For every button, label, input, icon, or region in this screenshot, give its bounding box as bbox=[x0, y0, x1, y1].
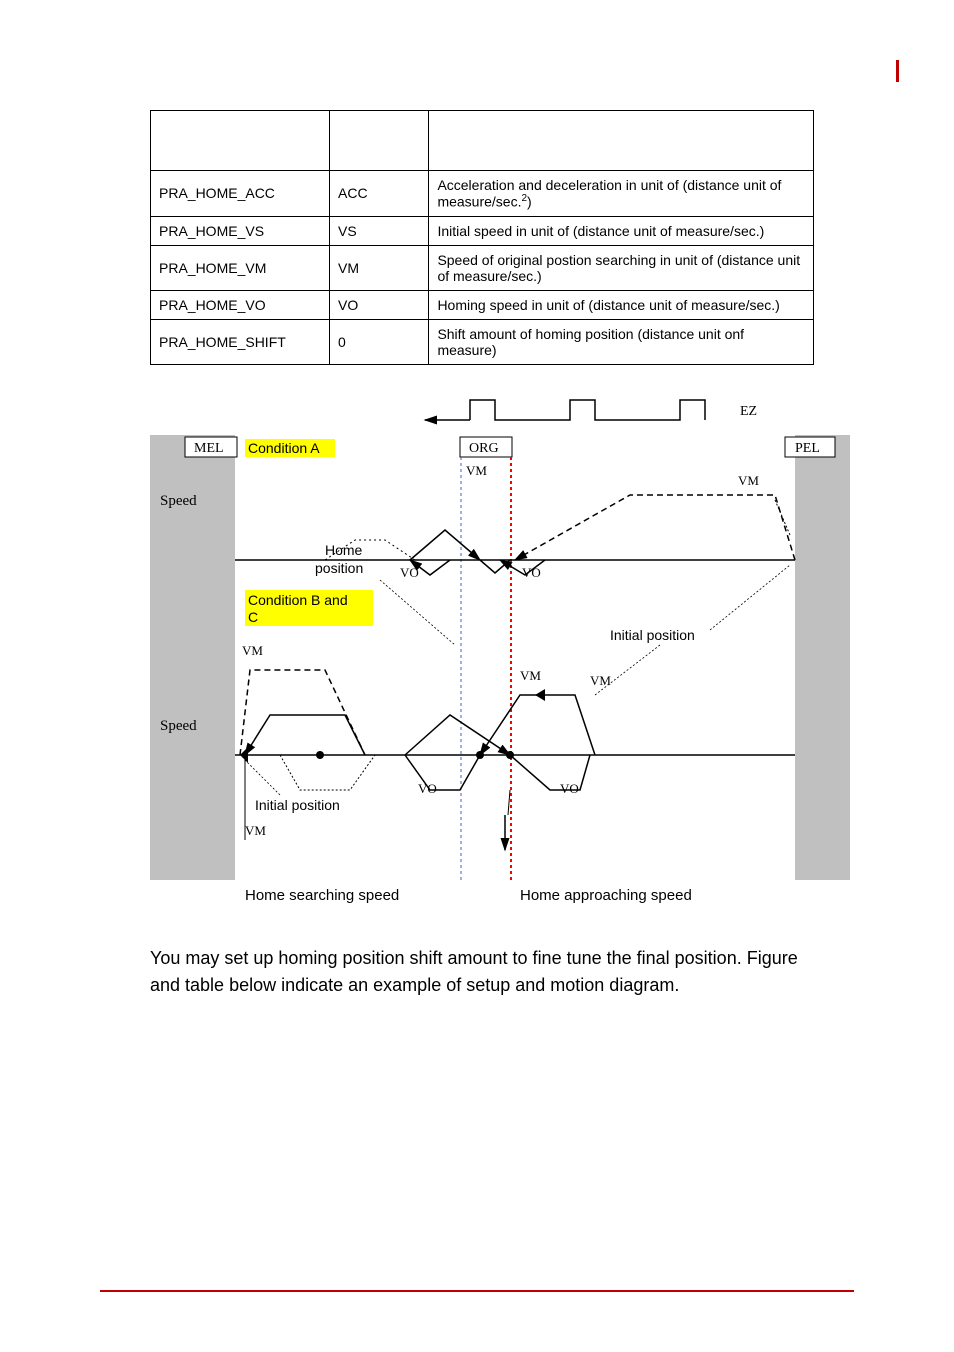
footer-accent-line bbox=[100, 1290, 854, 1292]
pel-label: PEL bbox=[795, 441, 820, 456]
cell-desc: Shift amount of homing position (distanc… bbox=[429, 319, 814, 364]
vo-label: VO bbox=[400, 565, 419, 580]
cell-param: PRA_HOME_VO bbox=[151, 290, 330, 319]
cell-symbol: VS bbox=[330, 216, 429, 245]
cell-symbol: 0 bbox=[330, 319, 429, 364]
header-col3 bbox=[429, 111, 814, 171]
vm-label: VM bbox=[245, 823, 266, 838]
parameters-table: PRA_HOME_ACC ACC Acceleration and decele… bbox=[150, 110, 814, 365]
home-approaching-caption: Home approaching speed bbox=[520, 887, 692, 904]
cell-param: PRA_HOME_VS bbox=[151, 216, 330, 245]
table-row: PRA_HOME_VM VM Speed of original postion… bbox=[151, 245, 814, 290]
header-col1 bbox=[151, 111, 330, 171]
vm-label: VM bbox=[242, 643, 263, 658]
vo-label: VO bbox=[560, 781, 579, 796]
cell-desc: Initial speed in unit of (distance unit … bbox=[429, 216, 814, 245]
table-row: PRA_HOME_ACC ACC Acceleration and decele… bbox=[151, 171, 814, 217]
condition-a-label: Condition A bbox=[248, 440, 320, 456]
motion-diagram: EZ MEL ORG PEL Condition A Speed Speed bbox=[150, 395, 850, 915]
table-row: PRA_HOME_VS VS Initial speed in unit of … bbox=[151, 216, 814, 245]
vo-label: VO bbox=[522, 565, 541, 580]
speed-label-2: Speed bbox=[160, 718, 197, 734]
home-pos-label2: position bbox=[315, 560, 363, 576]
vm-label: VM bbox=[590, 673, 611, 688]
speed-label-1: Speed bbox=[160, 493, 197, 509]
vm-label: VM bbox=[738, 473, 759, 488]
org-label: ORG bbox=[469, 441, 499, 456]
cell-desc: Homing speed in unit of (distance unit o… bbox=[429, 290, 814, 319]
vm-label: VM bbox=[466, 463, 487, 478]
table-row: PRA_HOME_SHIFT 0 Shift amount of homing … bbox=[151, 319, 814, 364]
cell-symbol: VM bbox=[330, 245, 429, 290]
cell-symbol: VO bbox=[330, 290, 429, 319]
vo-label: VO bbox=[418, 781, 437, 796]
ez-label: EZ bbox=[740, 404, 757, 419]
header-col2 bbox=[330, 111, 429, 171]
vm-label: VM bbox=[520, 668, 541, 683]
cell-desc: Speed of original postion searching in u… bbox=[429, 245, 814, 290]
cell-symbol: ACC bbox=[330, 171, 429, 217]
initial-pos-label2: Initial position bbox=[255, 797, 340, 813]
body-paragraph: You may set up homing position shift amo… bbox=[150, 945, 814, 999]
cell-desc: Acceleration and deceleration in unit of… bbox=[429, 171, 814, 217]
page-content: PRA_HOME_ACC ACC Acceleration and decele… bbox=[50, 60, 904, 999]
mel-label: MEL bbox=[194, 441, 224, 456]
header-accent-mark bbox=[896, 60, 899, 82]
condition-bc-label1: Condition B and bbox=[248, 592, 348, 608]
initial-pos-label: Initial position bbox=[610, 627, 695, 643]
cell-param: PRA_HOME_VM bbox=[151, 245, 330, 290]
home-searching-caption: Home searching speed bbox=[245, 887, 399, 904]
cell-param: PRA_HOME_ACC bbox=[151, 171, 330, 217]
condition-bc-label2: C bbox=[248, 609, 258, 625]
home-pos-label: Home bbox=[325, 542, 363, 558]
cell-param: PRA_HOME_SHIFT bbox=[151, 319, 330, 364]
table-row: PRA_HOME_VO VO Homing speed in unit of (… bbox=[151, 290, 814, 319]
table-header-row bbox=[151, 111, 814, 171]
